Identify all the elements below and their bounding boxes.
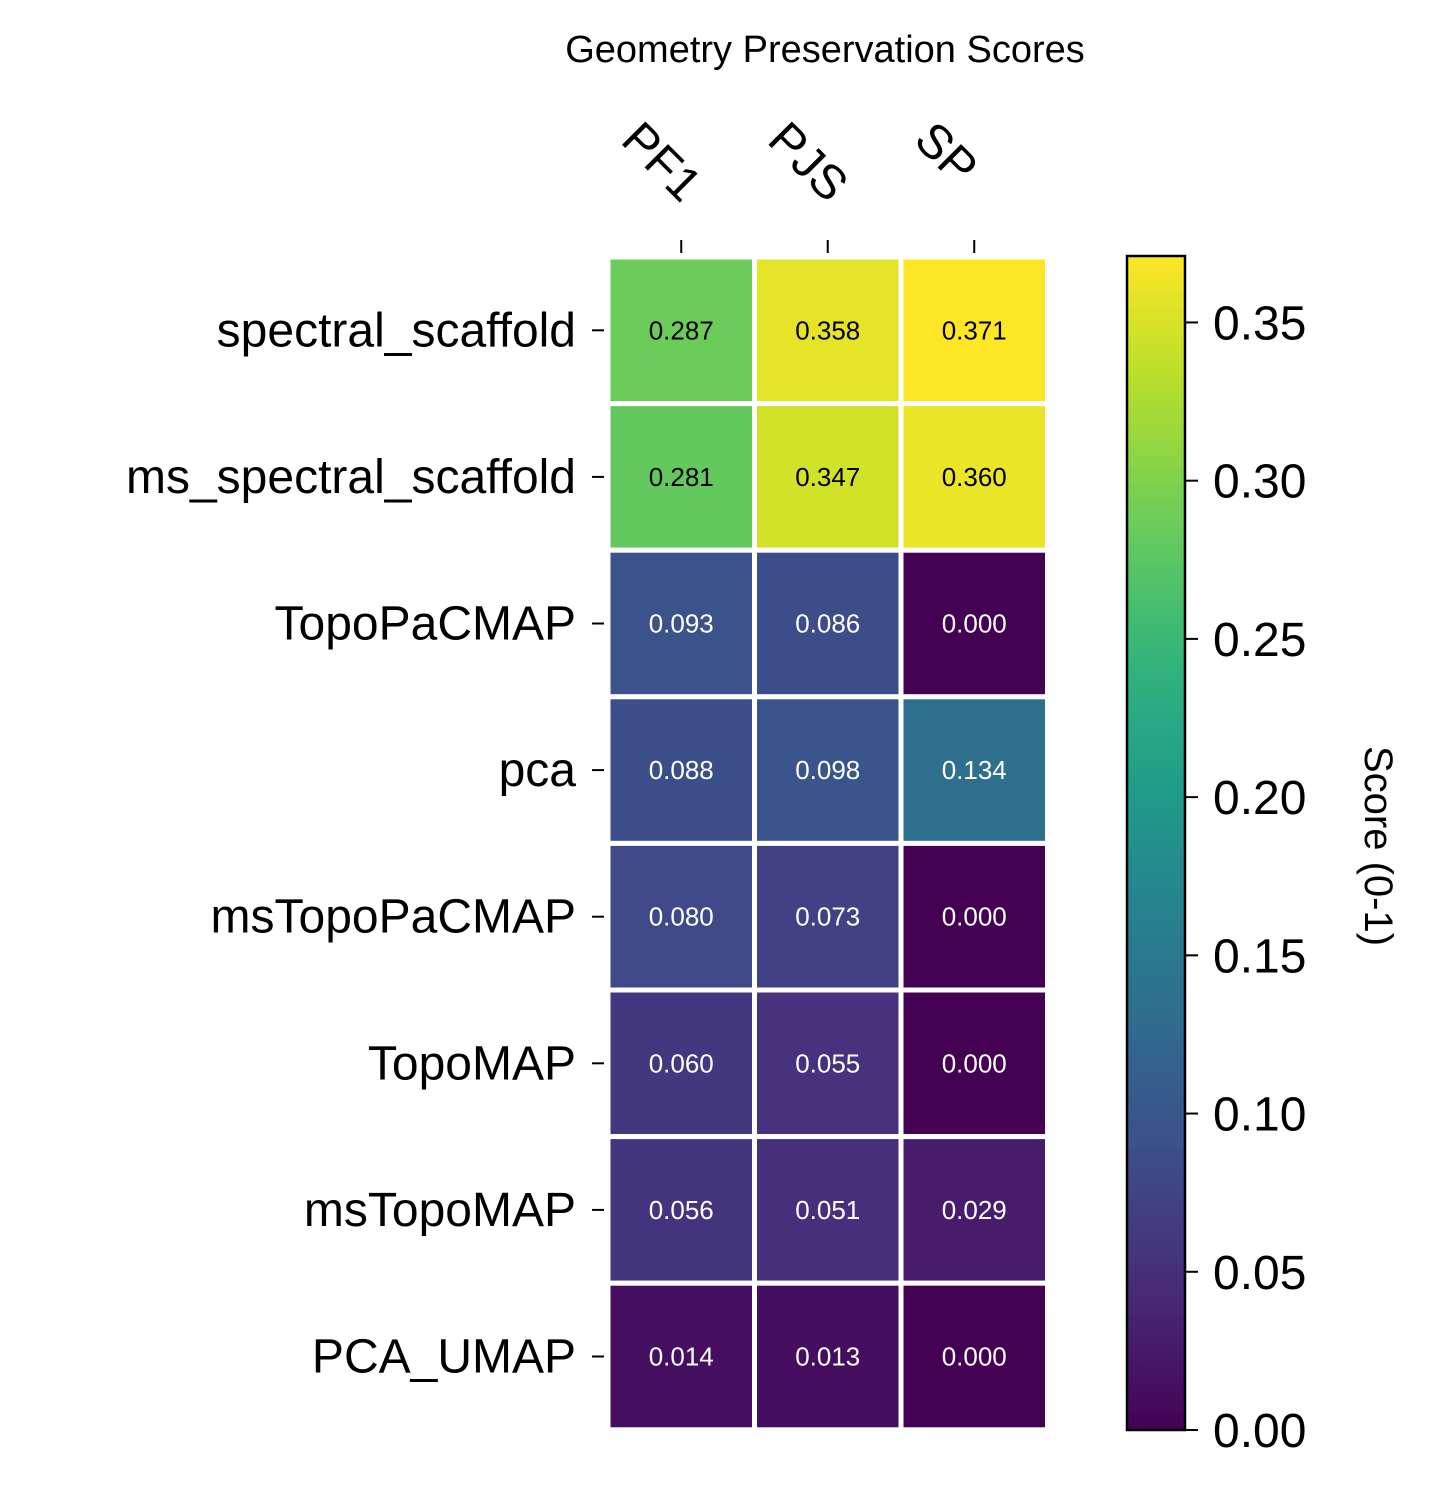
cell-value-label: 0.029 xyxy=(942,1195,1007,1225)
chart-title: Geometry Preservation Scores xyxy=(565,29,1085,71)
heatmap-cell xyxy=(898,694,1050,846)
column-labels: PF1 PJS SP xyxy=(611,112,987,212)
heatmap-cells: 0.287 0.358 0.371 0.281 0.347 0.360 0.093 0.086… xyxy=(605,254,1050,1433)
colorbar-label: Score (0-1) xyxy=(1356,746,1400,946)
heatmap-cell xyxy=(898,840,1050,993)
heatmap-cell xyxy=(752,1280,904,1433)
heatmap-cell xyxy=(752,401,904,553)
heatmap-cell xyxy=(752,840,904,993)
colorbar-tick-label: 0.20 xyxy=(1213,772,1306,825)
colorbar-tick-label: 0.30 xyxy=(1213,456,1306,509)
cell-value-label: 0.080 xyxy=(649,902,714,932)
heatmap-cell xyxy=(752,987,904,1140)
column-label: SP xyxy=(904,112,987,195)
cell-value-label: 0.055 xyxy=(795,1048,860,1078)
heatmap-cell xyxy=(605,987,757,1140)
cell-value-label: 0.000 xyxy=(942,1048,1007,1078)
cell-value-label: 0.013 xyxy=(795,1342,860,1372)
row-label: PCA_UMAP xyxy=(312,1331,576,1384)
row-label: TopoMAP xyxy=(368,1037,576,1090)
cell-value-label: 0.287 xyxy=(649,315,714,345)
colorbar-tick-label: 0.10 xyxy=(1213,1089,1306,1142)
heatmap-cell xyxy=(898,547,1050,700)
colorbar: 0.00 0.05 0.10 0.15 0.20 0.25 0.30 0.35 xyxy=(1125,254,1306,1458)
cell-value-label: 0.051 xyxy=(795,1195,860,1225)
cell-value-label: 0.281 xyxy=(649,462,714,492)
heatmap-cell xyxy=(898,1280,1050,1433)
heatmap-cell xyxy=(605,1280,757,1433)
cell-value-label: 0.358 xyxy=(795,315,860,345)
cell-value-label: 0.371 xyxy=(942,315,1007,345)
row-label: ms_spectral_scaffold xyxy=(126,451,576,504)
colorbar-tick-label: 0.00 xyxy=(1213,1405,1306,1458)
cell-value-label: 0.134 xyxy=(942,755,1007,785)
heatmap-cell xyxy=(605,840,757,993)
colorbar-tick-label: 0.15 xyxy=(1213,930,1306,983)
colorbar-tick-label: 0.25 xyxy=(1213,614,1306,667)
cell-value-label: 0.347 xyxy=(795,462,860,492)
heatmap-cell xyxy=(752,1134,904,1286)
row-label: msTopoMAP xyxy=(304,1184,576,1237)
column-ticks xyxy=(680,240,976,253)
heatmap-cell xyxy=(605,1134,757,1286)
column-label: PF1 xyxy=(611,112,711,212)
heatmap-cell xyxy=(752,254,904,407)
cell-value-label: 0.000 xyxy=(942,609,1007,639)
cell-value-label: 0.086 xyxy=(795,609,860,639)
cell-value-label: 0.060 xyxy=(649,1048,714,1078)
heatmap-cell xyxy=(605,401,757,553)
row-label: spectral_scaffold xyxy=(217,304,576,357)
cell-value-label: 0.093 xyxy=(649,609,714,639)
cell-value-label: 0.098 xyxy=(795,755,860,785)
cell-value-label: 0.073 xyxy=(795,902,860,932)
cell-value-label: 0.088 xyxy=(649,755,714,785)
colorbar-gradient xyxy=(1125,254,1187,1432)
heatmap-cell xyxy=(898,1134,1050,1286)
cell-value-label: 0.000 xyxy=(942,902,1007,932)
cell-value-label: 0.000 xyxy=(942,1342,1007,1372)
cell-value-label: 0.360 xyxy=(942,462,1007,492)
row-label: TopoPaCMAP xyxy=(275,598,576,651)
colorbar-tick-label: 0.05 xyxy=(1213,1247,1306,1300)
cell-value-label: 0.014 xyxy=(649,1342,714,1372)
heatmap-cell xyxy=(898,254,1050,407)
heatmap-cell xyxy=(752,694,904,846)
cell-value-label: 0.056 xyxy=(649,1195,714,1225)
heatmap-cell xyxy=(898,401,1050,553)
row-labels: spectral_scaffold ms_spectral_scaffold Top… xyxy=(126,304,604,1384)
column-label: PJS xyxy=(758,112,858,212)
colorbar-tick-label: 0.35 xyxy=(1213,297,1306,350)
row-label: pca xyxy=(499,744,577,797)
heatmap-cell xyxy=(605,254,757,407)
heatmap-cell xyxy=(605,547,757,700)
row-label: msTopoPaCMAP xyxy=(211,891,576,944)
